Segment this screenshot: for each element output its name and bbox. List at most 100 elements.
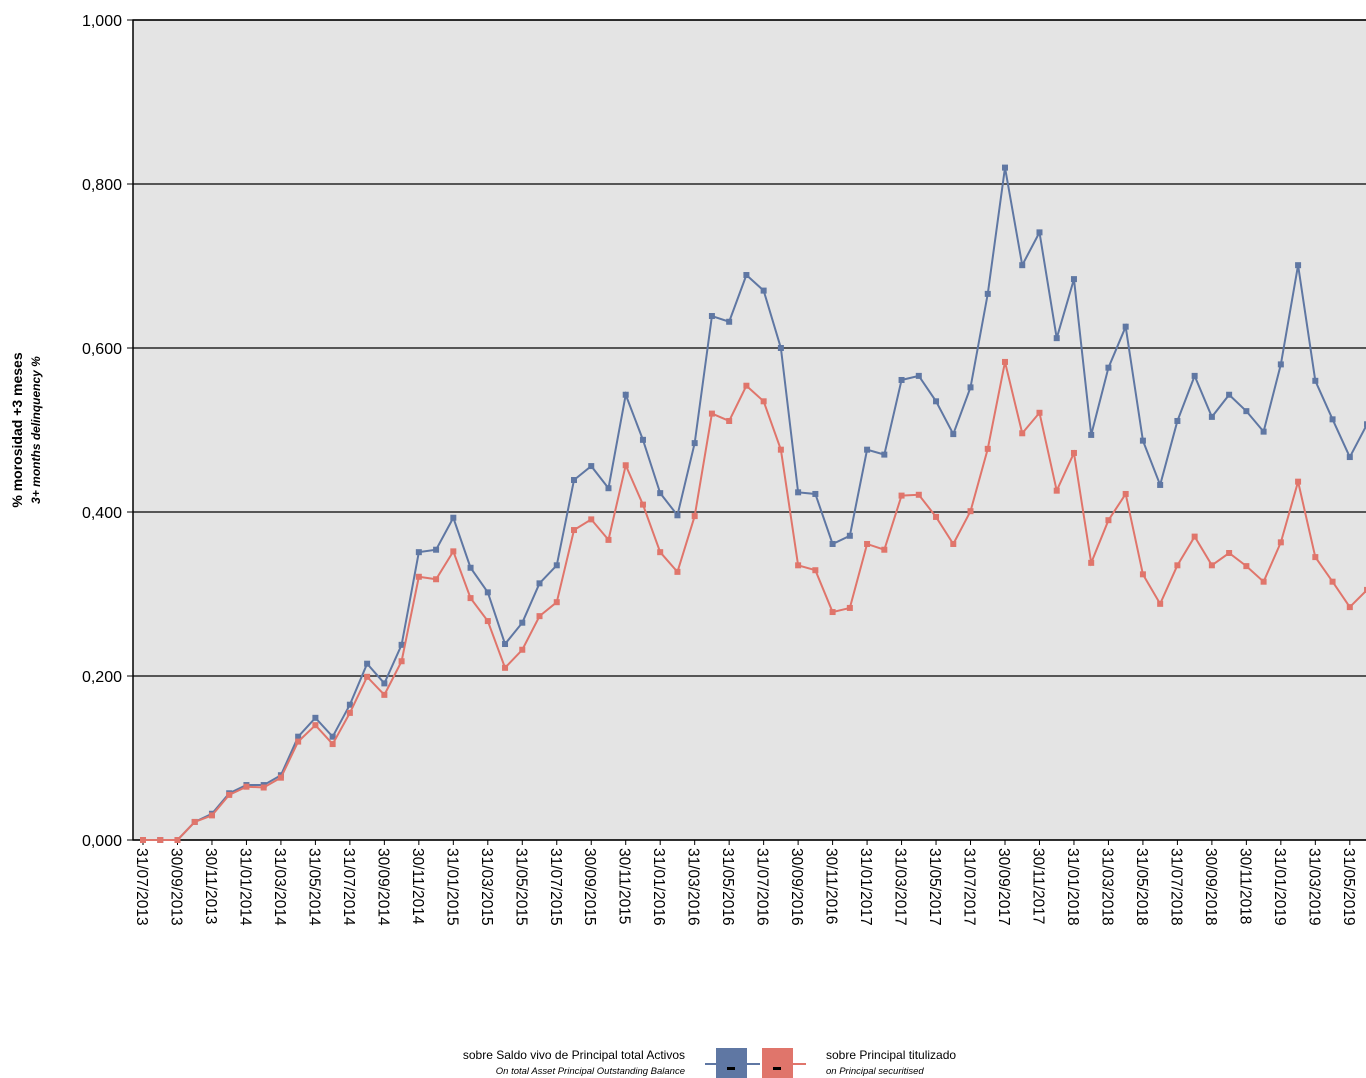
y-axis-label-en: 3+ months delinquency % [29,356,43,504]
marker [1191,533,1198,540]
x-tick-label: 31/03/2019 [1305,848,1322,926]
marker [743,272,750,279]
marker [1260,578,1267,585]
marker [191,818,198,825]
legend-label: sobre Saldo vivo de Principal total Acti… [463,1048,685,1062]
x-tick-label: 31/05/2019 [1340,848,1357,926]
marker [760,398,767,405]
marker [639,436,646,443]
marker [864,446,871,453]
marker [329,741,336,748]
marker [898,492,905,499]
marker [381,691,388,698]
marker [1002,164,1008,171]
marker [1312,377,1319,384]
marker [1329,578,1336,585]
marker [484,589,491,596]
marker [433,546,440,553]
marker [726,318,733,325]
x-tick-label: 31/01/2019 [1271,848,1288,926]
marker [450,548,457,555]
marker [450,514,457,521]
legend-label-en: on Principal securitised [826,1066,924,1077]
marker [1295,262,1302,269]
marker [743,382,750,389]
marker [364,660,371,667]
marker [1122,490,1129,497]
marker [881,451,888,458]
marker [795,562,802,569]
marker [1053,335,1060,342]
marker [605,485,612,492]
marker [829,609,836,616]
marker [1208,413,1215,420]
marker [691,513,698,520]
marker [1174,562,1181,569]
marker [657,549,664,556]
marker [398,658,405,665]
marker [346,701,353,708]
marker [760,287,767,294]
marker [846,532,853,539]
x-tick-label: 31/05/2018 [1133,848,1150,926]
marker [933,513,940,520]
marker [622,462,629,469]
marker [571,477,577,484]
x-tick-label: 30/11/2017 [1029,848,1046,924]
line [143,361,1366,841]
marker [846,604,853,611]
x-tick-label: 30/09/2015 [581,848,598,926]
x-tick-label: 30/09/2018 [1202,848,1219,926]
marker [708,410,715,417]
x-tick-label: 31/07/2015 [547,848,564,926]
x-tick-label: 30/09/2014 [374,848,391,926]
marker [881,546,888,553]
marker [1226,550,1233,556]
x-tick-label: 30/11/2014 [409,848,426,925]
marker [1226,391,1233,398]
marker [295,738,302,745]
x-tick-label: 31/01/2014 [236,848,253,926]
marker [312,714,319,721]
x-tick-label: 31/03/2014 [271,848,288,926]
marker [657,490,664,497]
y-axis-label: % morosidad +3 meses [9,352,25,507]
marker [1122,323,1129,330]
x-tick-label: 31/07/2016 [754,848,771,926]
y-tick-label: 0,800 [82,177,122,194]
marker [519,646,526,653]
marker [295,733,302,740]
x-tick-label: 30/11/2018 [1236,848,1253,924]
legend-dash [727,1067,735,1070]
marker [1260,428,1267,435]
marker [571,527,577,534]
marker [691,440,698,447]
x-tick-label: 31/07/2017 [961,848,978,926]
marker [1070,276,1077,283]
marker [415,573,422,580]
marker [1312,554,1319,561]
marker [1277,539,1284,546]
legend-swatch [762,1048,793,1078]
marker [915,372,922,379]
x-tick-label: 31/07/2014 [340,848,357,926]
marker [1346,454,1353,461]
marker [777,446,784,453]
marker [1295,478,1302,485]
marker [1002,358,1008,365]
marker [1053,487,1060,494]
x-tick-label: 31/07/2013 [133,848,150,926]
marker [277,774,284,781]
marker [1329,416,1336,423]
marker [1036,229,1043,236]
marker [346,709,353,716]
marker [795,489,802,496]
marker [536,580,543,587]
marker [674,512,681,519]
marker [467,595,474,602]
x-tick-label: 31/05/2015 [512,848,529,926]
marker [1191,372,1198,379]
y-tick-label: 0,400 [82,505,122,522]
marker [950,431,957,438]
